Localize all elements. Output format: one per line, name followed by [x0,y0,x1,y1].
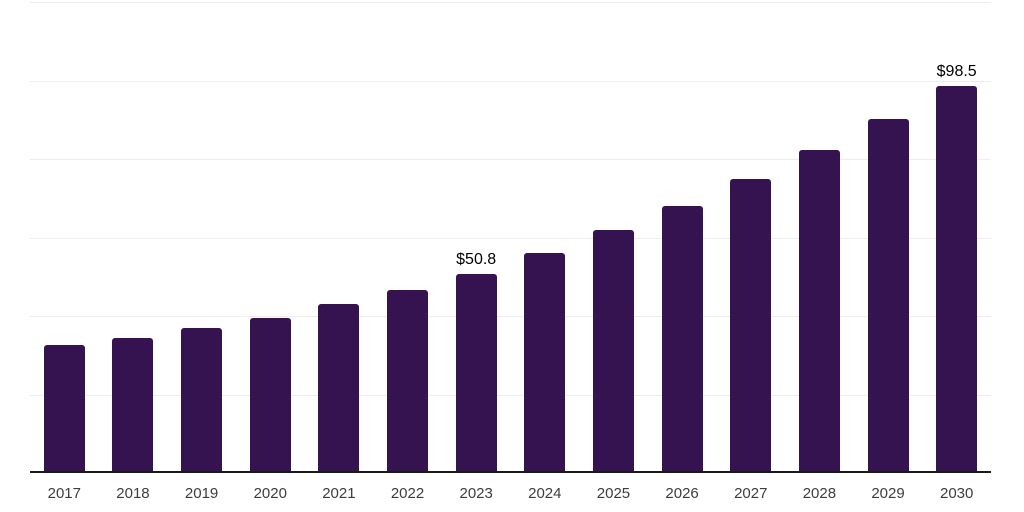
bar-2024 [524,253,566,471]
bar-2029 [867,118,909,471]
bar-2030 [936,86,978,471]
bar-2026 [661,206,703,471]
gridline [30,81,991,82]
x-tick-label-2030: 2030 [939,485,974,502]
bar-2017 [43,344,85,471]
data-label-2023: $50.8 [456,250,497,268]
x-tick-label-2028: 2028 [802,485,837,502]
gridline [30,2,991,3]
x-tick-label-2029: 2029 [871,485,905,502]
bar-2025 [592,229,634,471]
bar-2027 [730,179,772,471]
bar-2021 [318,304,360,471]
x-tick-label-2025: 2025 [596,485,631,502]
bar-2019 [181,328,223,471]
gridline [30,395,991,396]
gridline [30,316,991,317]
data-label-2030: $98.5 [936,63,977,81]
bar-2022 [387,290,429,471]
bar-2023 [455,273,497,471]
gridline [30,238,991,239]
x-tick-label-2024: 2024 [528,485,562,502]
x-tick-label-2017: 2017 [47,485,81,502]
x-tick-label-2023: 2023 [459,485,493,502]
bar-2018 [112,337,154,471]
x-tick-label-2022: 2022 [390,485,425,502]
x-tick-label-2027: 2027 [734,485,768,502]
x-tick-label-2019: 2019 [184,485,219,502]
x-axis-line [30,471,991,473]
x-tick-label-2026: 2026 [665,485,699,502]
x-tick-label-2018: 2018 [116,485,150,502]
bar-2028 [798,149,840,471]
x-tick-label-2021: 2021 [322,485,356,502]
bar-2020 [249,318,291,471]
gridline [30,159,991,160]
x-tick-label-2020: 2020 [253,485,287,502]
